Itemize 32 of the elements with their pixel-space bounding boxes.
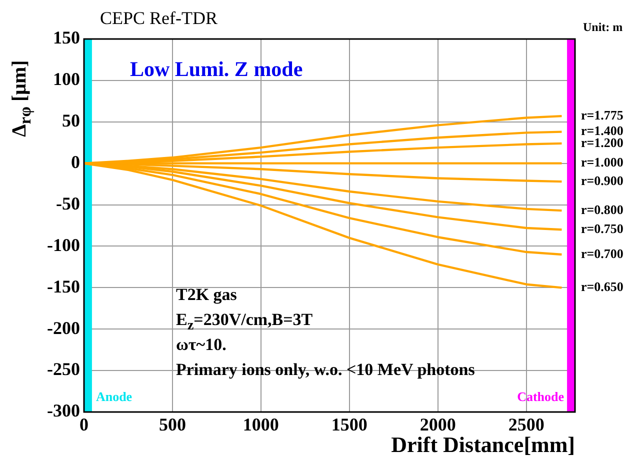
- y-tick-label: 150: [53, 28, 80, 48]
- x-tick-label: 500: [158, 414, 186, 434]
- x-tick-label: 2000: [420, 414, 456, 434]
- annotation: T2K gas: [176, 285, 237, 305]
- series-label: r=1.775: [581, 107, 624, 122]
- y-tick-label: -250: [47, 359, 80, 380]
- y-tick-label: -300: [47, 400, 80, 421]
- band-label: Anode: [96, 388, 132, 404]
- x-tick-label: 1000: [242, 414, 279, 434]
- series-label: r=0.800: [581, 202, 624, 217]
- y-tick-label: -100: [47, 234, 80, 255]
- series-label: r=0.700: [581, 246, 624, 261]
- x-tick-label: 2500: [508, 414, 544, 434]
- x-tick-label: 1500: [331, 414, 368, 434]
- x-axis-title: Drift Distance[mm]: [391, 432, 575, 458]
- band-label: Cathode: [517, 388, 564, 404]
- series-label: r=0.750: [581, 221, 624, 236]
- y-tick-label: -150: [47, 276, 80, 296]
- series-label: r=0.650: [581, 279, 624, 294]
- annotation: Primary ions only, w.o. <10 MeV photons: [176, 360, 475, 380]
- y-tick-label: 50: [62, 110, 80, 131]
- series-label: r=1.000: [581, 154, 624, 170]
- y-tick-label: -200: [47, 318, 80, 338]
- annotation: E$_{z}$=230V/cm,B=3T: [176, 310, 313, 334]
- chart-title: CEPC Ref-TDR: [100, 8, 218, 29]
- annotation: Low Lumi. Z mode: [130, 57, 303, 82]
- y-tick-label: 0: [71, 152, 80, 172]
- text: Unit: m: [583, 20, 623, 35]
- y-tick-label: 100: [53, 69, 80, 90]
- annotation: ωτ~10.: [176, 335, 226, 355]
- y-tick-label: -50: [56, 193, 80, 214]
- series-label: r=0.900: [581, 172, 624, 188]
